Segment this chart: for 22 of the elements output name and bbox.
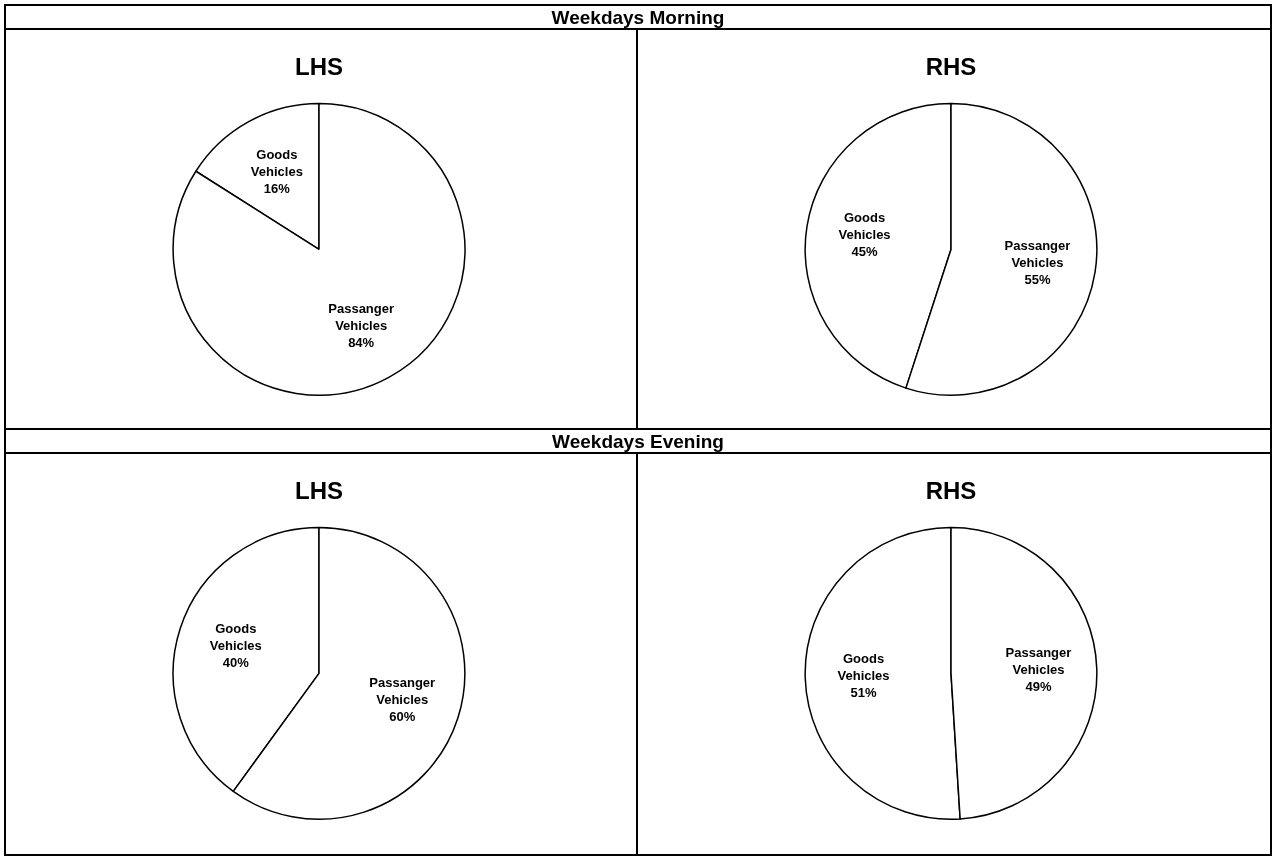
slice-label: Passanger Vehicles: [1005, 645, 1072, 678]
data-label: 84%: [348, 334, 375, 350]
chart-title: RHS: [925, 53, 977, 81]
text: Weekdays Evening: [6, 430, 1270, 454]
chart-title: LHS: [295, 477, 343, 505]
text: Weekdays Morning: [6, 6, 1270, 30]
slice-label: Goods Vehicles: [838, 210, 891, 243]
data-label: 55%: [1024, 271, 1051, 287]
slice-label: Goods Vehicles: [209, 620, 262, 653]
data-label: 60%: [389, 709, 416, 725]
slice-label: Passanger Vehicles: [1004, 237, 1071, 270]
data-label: 49%: [1025, 679, 1052, 695]
chart-title: RHS: [925, 477, 977, 505]
chart-title: LHS: [295, 53, 343, 81]
data-label: 40%: [222, 654, 250, 670]
data-label: 45%: [851, 244, 879, 260]
slice-label: Goods Vehicles: [837, 650, 890, 683]
slice-label: Goods Vehicles: [250, 147, 303, 180]
data-label: 51%: [850, 684, 877, 700]
slice-label: Passanger Vehicles: [328, 300, 395, 333]
slice-label: Passanger Vehicles: [369, 675, 436, 708]
data-label: 16%: [263, 181, 291, 197]
